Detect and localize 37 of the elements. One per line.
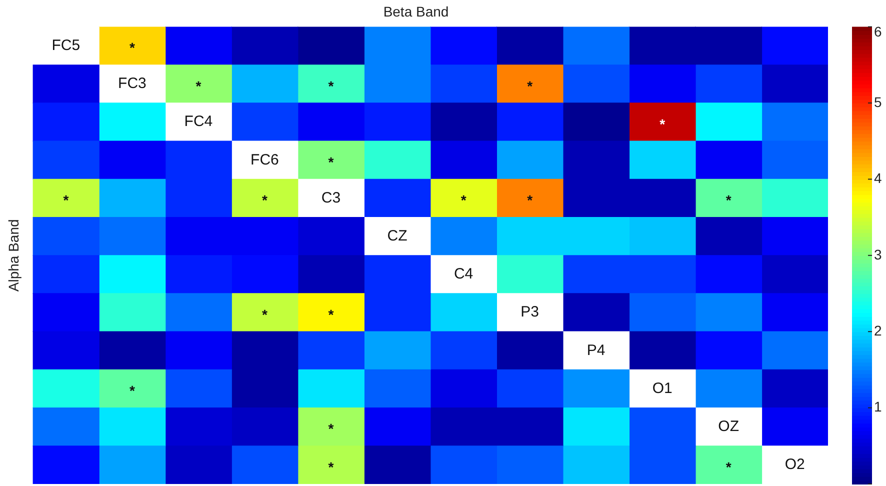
- data-label: *: [63, 192, 70, 208]
- text: P4: [586, 342, 606, 359]
- text: O2: [784, 456, 805, 474]
- color-bar-label: 2: [874, 322, 882, 338]
- data-label: *: [262, 306, 268, 322]
- data-label: *: [129, 40, 136, 56]
- color-bar-label: 6: [874, 24, 882, 40]
- data-label: *: [196, 78, 202, 94]
- data-label: *: [328, 78, 334, 94]
- text: FC4: [184, 113, 213, 130]
- color-bar-label: 1: [874, 398, 882, 415]
- text: C3: [321, 189, 341, 206]
- data-label: *: [660, 116, 666, 132]
- color-bar-label: 3: [874, 246, 882, 262]
- y-axis-title: Alpha Band: [5, 219, 22, 292]
- data-label: *: [262, 192, 268, 208]
- data-label: *: [527, 78, 534, 94]
- text: OZ: [718, 418, 740, 435]
- data-label: *: [328, 420, 334, 437]
- text: C4: [454, 266, 474, 283]
- data-label: *: [527, 192, 534, 208]
- text: P3: [520, 304, 539, 321]
- text: CZ: [387, 227, 408, 244]
- data-label: *: [726, 458, 732, 475]
- text: O1: [652, 380, 672, 397]
- data-label: *: [460, 192, 467, 208]
- chart-title: Beta Band: [383, 3, 449, 20]
- color-bar-label: 5: [874, 94, 882, 110]
- data-label: *: [726, 192, 732, 208]
- data-label: *: [328, 154, 334, 170]
- text: FC6: [250, 151, 279, 168]
- text: FC5: [52, 36, 80, 54]
- data-label: *: [328, 306, 334, 322]
- data-label: *: [129, 382, 136, 399]
- text: FC3: [118, 75, 146, 92]
- color-bar-label: 4: [874, 170, 882, 186]
- data-label: *: [328, 458, 334, 475]
